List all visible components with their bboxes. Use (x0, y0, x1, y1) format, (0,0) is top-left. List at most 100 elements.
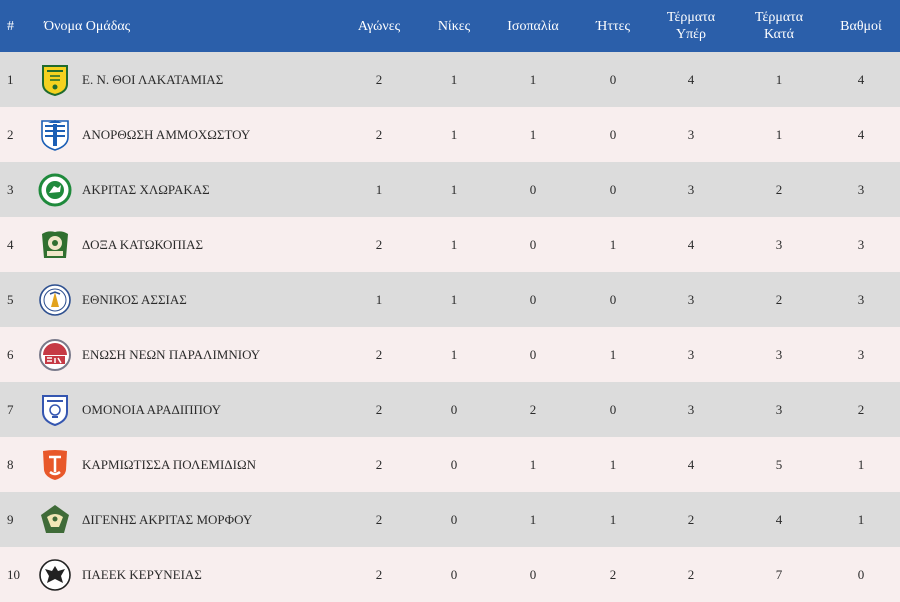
wins-cell: 1 (450, 71, 458, 87)
rank-header[interactable]: # (7, 18, 14, 34)
rank-cell: 5 (7, 291, 14, 307)
draws-cell: 2 (529, 401, 537, 417)
rank-cell: 9 (7, 511, 14, 527)
goals-for-header[interactable]: Τέρματα Υπέρ (646, 0, 736, 52)
team-cell[interactable]: ΑΚΡΙΤΑΣ ΧΛΩΡΑΚΑΣ (38, 162, 336, 217)
wins-header[interactable]: Νίκες (437, 18, 471, 34)
table-row[interactable]: 10 ΠΑΕΕΚ ΚΕΡΥΝΕΙΑΣ 2 0 0 2 2 7 0 (0, 547, 900, 602)
draws-cell: 0 (529, 566, 537, 582)
goals-for-cell: 2 (687, 511, 695, 527)
draws-cell: 1 (529, 126, 537, 142)
team-header[interactable]: Όνομα Ομάδας (44, 18, 131, 34)
doxa-crest-icon (38, 228, 72, 262)
played-cell: 2 (375, 401, 383, 417)
team-name[interactable]: ΟΜΟΝΟΙΑ ΑΡΑΔΙΠΠΟΥ (82, 401, 222, 417)
team-cell[interactable]: ΑΝΟΡΘΩΣΗ ΑΜΜΟΧΩΣΤΟΥ (38, 107, 336, 162)
team-cell[interactable]: ΚΑΡΜΙΩΤΙΣΣΑ ΠΟΛΕΜΙΔΙΩΝ (38, 437, 336, 492)
team-name[interactable]: ΚΑΡΜΙΩΤΙΣΣΑ ΠΟΛΕΜΙΔΙΩΝ (82, 456, 257, 472)
team-cell[interactable]: Ε. Ν. ΘΟΙ ΛΑΚΑΤΑΜΙΑΣ (38, 52, 336, 107)
team-info[interactable]: ΔΙΓΕΝΗΣ ΑΚΡΙΤΑΣ ΜΟΡΦΟΥ (38, 503, 336, 537)
goals-for-header-line1: Τέρματα (666, 10, 716, 25)
karmiotissa-crest-icon (38, 448, 72, 482)
table-row[interactable]: 1 Ε. Ν. ΘΟΙ ΛΑΚΑΤΑΜΙΑΣ 2 1 1 0 4 1 4 (0, 52, 900, 107)
points-cell: 0 (857, 566, 865, 582)
played-header[interactable]: Αγώνες (357, 18, 401, 34)
table-row[interactable]: 8 ΚΑΡΜΙΩΤΙΣΣΑ ΠΟΛΕΜΙΔΙΩΝ 2 0 1 1 4 5 1 (0, 437, 900, 492)
team-name[interactable]: ΔΟΞΑ ΚΑΤΩΚΟΠΙΑΣ (82, 236, 204, 252)
goals-against-cell: 2 (775, 181, 783, 197)
points-cell: 2 (857, 401, 865, 417)
draws-header[interactable]: Ισοπαλία (507, 18, 559, 34)
team-name[interactable]: ΕΝΩΣΗ ΝΕΩΝ ΠΑΡΑΛΙΜΝΙΟΥ (82, 346, 261, 362)
wins-cell: 0 (450, 566, 458, 582)
draws-cell: 0 (529, 181, 537, 197)
team-info[interactable]: ΚΑΡΜΙΩΤΙΣΣΑ ΠΟΛΕΜΙΔΙΩΝ (38, 448, 336, 482)
table-row[interactable]: 6 ΕΝΩΣΗ ΝΕΩΝ ΠΑΡΑΛΙΜΝΙΟΥ 2 1 0 1 3 3 3 (0, 327, 900, 382)
points-cell: 3 (857, 181, 865, 197)
team-info[interactable]: Ε. Ν. ΘΟΙ ΛΑΚΑΤΑΜΙΑΣ (38, 63, 336, 97)
rank-cell: 1 (7, 71, 14, 87)
rank-cell: 10 (7, 566, 20, 582)
goals-for-cell: 4 (687, 456, 695, 472)
draws-cell: 0 (529, 346, 537, 362)
table-row[interactable]: 2 ΑΝΟΡΘΩΣΗ ΑΜΜΟΧΩΣΤΟΥ 2 1 1 0 3 1 4 (0, 107, 900, 162)
team-cell[interactable]: ΔΙΓΕΝΗΣ ΑΚΡΙΤΑΣ ΜΟΡΦΟΥ (38, 492, 336, 547)
team-cell[interactable]: ΠΑΕΕΚ ΚΕΡΥΝΕΙΑΣ (38, 547, 336, 602)
losses-cell: 0 (609, 126, 617, 142)
team-info[interactable]: ΔΟΞΑ ΚΑΤΩΚΟΠΙΑΣ (38, 228, 336, 262)
team-cell[interactable]: ΕΝΩΣΗ ΝΕΩΝ ΠΑΡΑΛΙΜΝΙΟΥ (38, 327, 336, 382)
points-cell: 1 (857, 456, 865, 472)
points-header[interactable]: Βαθμοί (840, 18, 882, 34)
team-info[interactable]: ΟΜΟΝΟΙΑ ΑΡΑΔΙΠΠΟΥ (38, 393, 336, 427)
losses-cell: 1 (609, 346, 617, 362)
team-cell[interactable]: ΔΟΞΑ ΚΑΤΩΚΟΠΙΑΣ (38, 217, 336, 272)
ethnikos-crest-icon (38, 283, 72, 317)
goals-against-cell: 4 (775, 511, 783, 527)
table-row[interactable]: 4 ΔΟΞΑ ΚΑΤΩΚΟΠΙΑΣ 2 1 0 1 4 3 3 (0, 217, 900, 272)
akritas-crest-icon (38, 173, 72, 207)
played-cell: 2 (375, 126, 383, 142)
rank-cell: 4 (7, 236, 14, 252)
team-name[interactable]: ΑΚΡΙΤΑΣ ΧΛΩΡΑΚΑΣ (82, 181, 210, 197)
team-info[interactable]: ΕΝΩΣΗ ΝΕΩΝ ΠΑΡΑΛΙΜΝΙΟΥ (38, 338, 336, 372)
goals-against-cell: 7 (775, 566, 783, 582)
wins-cell: 1 (450, 126, 458, 142)
table-row[interactable]: 9 ΔΙΓΕΝΗΣ ΑΚΡΙΤΑΣ ΜΟΡΦΟΥ 2 0 1 1 2 4 1 (0, 492, 900, 547)
goals-against-cell: 2 (775, 291, 783, 307)
team-info[interactable]: ΠΑΕΕΚ ΚΕΡΥΝΕΙΑΣ (38, 558, 336, 592)
points-cell: 3 (857, 346, 865, 362)
draws-cell: 1 (529, 511, 537, 527)
team-name[interactable]: ΔΙΓΕΝΗΣ ΑΚΡΙΤΑΣ ΜΟΡΦΟΥ (82, 511, 253, 527)
goals-against-header[interactable]: Τέρματα Κατά (736, 0, 822, 52)
rank-cell: 2 (7, 126, 14, 142)
losses-header[interactable]: Ήττες (596, 18, 630, 34)
rank-cell: 7 (7, 401, 14, 417)
draws-cell: 0 (529, 236, 537, 252)
header-row: # Όνομα Ομάδας Αγώνες Νίκες Ισοπαλία Ήττ… (0, 0, 900, 52)
wins-cell: 0 (450, 456, 458, 472)
team-cell[interactable]: ΕΘΝΙΚΟΣ ΑΣΣΙΑΣ (38, 272, 336, 327)
losses-cell: 2 (609, 566, 617, 582)
goals-against-header-line2: Κατά (764, 27, 794, 42)
goals-against-cell: 3 (775, 236, 783, 252)
table-row[interactable]: 3 ΑΚΡΙΤΑΣ ΧΛΩΡΑΚΑΣ 1 1 0 0 3 2 3 (0, 162, 900, 217)
goals-against-cell: 3 (775, 346, 783, 362)
team-cell[interactable]: ΟΜΟΝΟΙΑ ΑΡΑΔΙΠΠΟΥ (38, 382, 336, 437)
team-name[interactable]: ΑΝΟΡΘΩΣΗ ΑΜΜΟΧΩΣΤΟΥ (82, 126, 251, 142)
table-row[interactable]: 5 ΕΘΝΙΚΟΣ ΑΣΣΙΑΣ 1 1 0 0 3 2 3 (0, 272, 900, 327)
played-cell: 2 (375, 236, 383, 252)
team-name[interactable]: Ε. Ν. ΘΟΙ ΛΑΚΑΤΑΜΙΑΣ (82, 71, 224, 87)
goals-for-header-line2: Υπέρ (675, 27, 707, 42)
team-info[interactable]: ΑΝΟΡΘΩΣΗ ΑΜΜΟΧΩΣΤΟΥ (38, 118, 336, 152)
team-info[interactable]: ΕΘΝΙΚΟΣ ΑΣΣΙΑΣ (38, 283, 336, 317)
team-info[interactable]: ΑΚΡΙΤΑΣ ΧΛΩΡΑΚΑΣ (38, 173, 336, 207)
losses-cell: 0 (609, 291, 617, 307)
draws-cell: 0 (529, 291, 537, 307)
table-row[interactable]: 7 ΟΜΟΝΟΙΑ ΑΡΑΔΙΠΠΟΥ 2 0 2 0 3 3 2 (0, 382, 900, 437)
wins-cell: 0 (450, 511, 458, 527)
losses-cell: 0 (609, 71, 617, 87)
thoi-crest-icon (38, 63, 72, 97)
team-name[interactable]: ΠΑΕΕΚ ΚΕΡΥΝΕΙΑΣ (82, 566, 202, 582)
team-name[interactable]: ΕΘΝΙΚΟΣ ΑΣΣΙΑΣ (82, 291, 187, 307)
